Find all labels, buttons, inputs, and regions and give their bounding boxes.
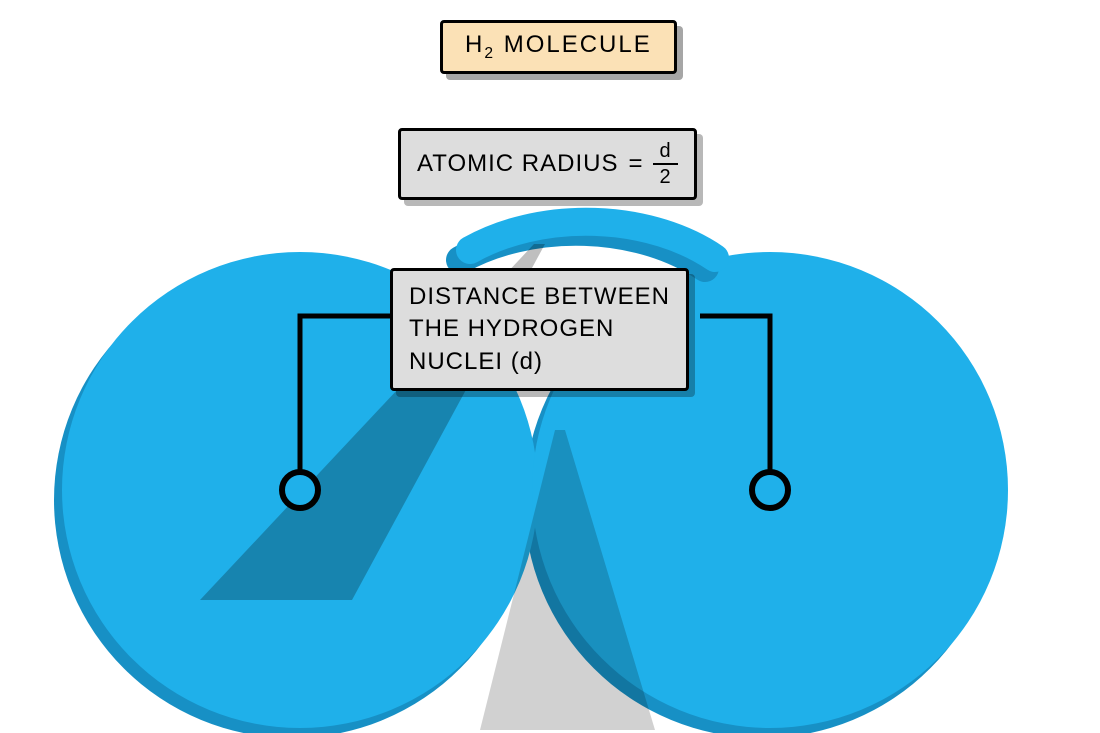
title-rest: MOLECULE <box>495 31 652 58</box>
distance-line2: THE HYDROGEN <box>409 313 670 345</box>
title-prefix: H <box>465 31 484 58</box>
nucleus-left <box>282 472 318 508</box>
distance-line1: DISTANCE BETWEEN <box>409 281 670 313</box>
radius-label-text: ATOMIC RADIUS <box>417 148 618 180</box>
title-sub: 2 <box>484 45 495 62</box>
equals-sign: = <box>628 148 643 180</box>
distance-label: DISTANCE BETWEEN THE HYDROGEN NUCLEI (d) <box>390 268 689 391</box>
distance-line3: NUCLEI (d) <box>409 346 670 378</box>
diagram-canvas: H2 MOLECULE ATOMIC RADIUS = d 2 DISTANCE… <box>0 0 1100 733</box>
radius-fraction: d 2 <box>653 141 677 187</box>
fraction-numerator: d <box>655 141 675 163</box>
atomic-radius-label: ATOMIC RADIUS = d 2 <box>398 128 697 200</box>
nucleus-right <box>752 472 788 508</box>
fraction-denominator: 2 <box>653 163 677 187</box>
title-box: H2 MOLECULE <box>440 20 677 74</box>
